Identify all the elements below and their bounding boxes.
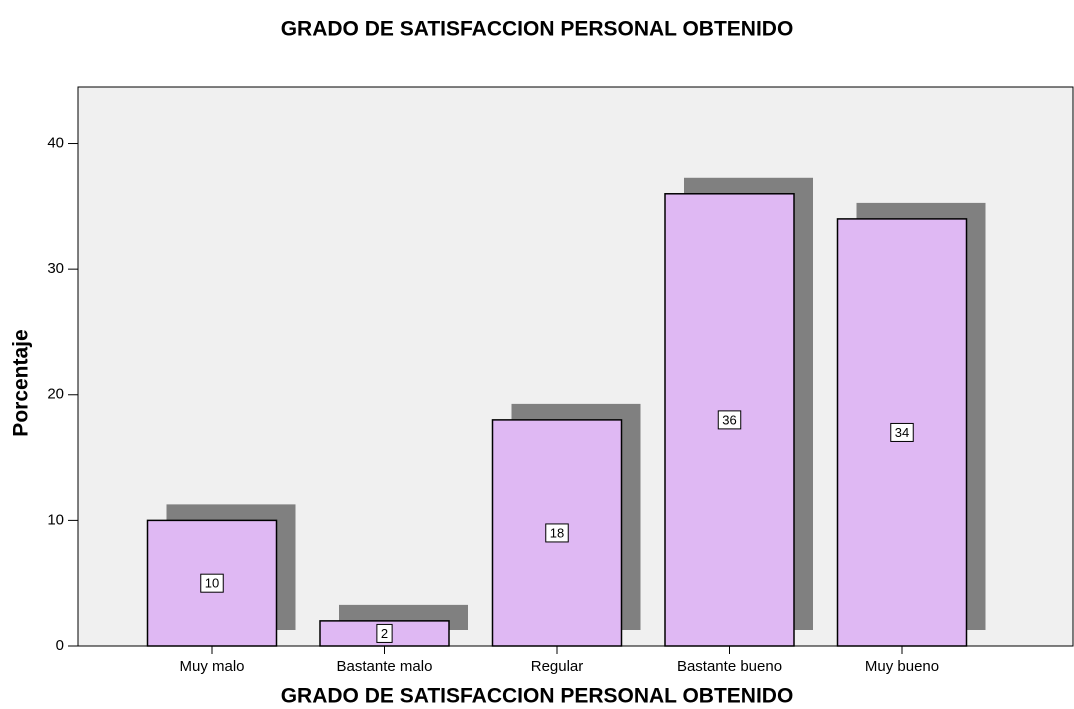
value-label: 34 <box>895 425 909 440</box>
x-tick-label: Muy malo <box>179 658 244 675</box>
x-tick-label: Regular <box>531 658 584 675</box>
value-label-box <box>376 623 393 643</box>
y-tick-label: 30 <box>47 260 64 277</box>
x-axis-label: GRADO DE SATISFACCION PERSONAL OBTENIDO <box>281 685 794 708</box>
x-tick-label: Bastante malo <box>337 658 433 675</box>
y-tick-label: 40 <box>47 134 64 151</box>
value-label: 36 <box>722 412 736 427</box>
value-label-box <box>717 410 742 430</box>
value-label-box <box>890 422 914 442</box>
y-tick-label: 20 <box>47 386 64 403</box>
y-tick-label: 0 <box>56 637 64 654</box>
x-tick-label: Muy bueno <box>865 658 939 675</box>
chart-title: GRADO DE SATISFACCION PERSONAL OBTENIDO <box>281 18 794 41</box>
y-axis-label: Porcentaje <box>10 329 33 436</box>
value-label-box <box>200 573 224 593</box>
value-label-box <box>545 523 569 543</box>
value-label: 10 <box>205 576 219 591</box>
value-label: 2 <box>381 626 388 641</box>
x-tick-label: Bastante bueno <box>677 658 782 675</box>
value-label: 18 <box>550 525 564 540</box>
y-tick-label: 10 <box>47 511 64 528</box>
